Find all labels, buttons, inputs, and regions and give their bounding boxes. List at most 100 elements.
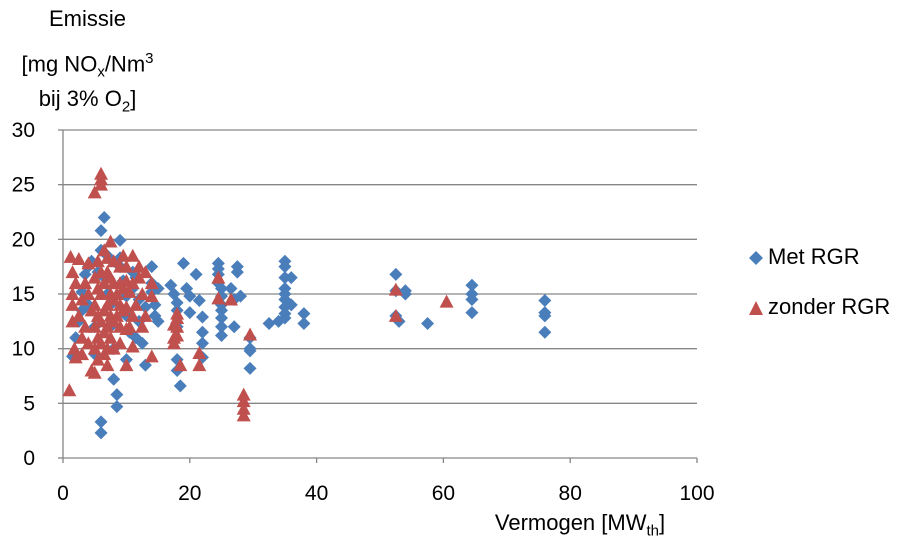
data-point-zonder-rgr-50 [103,234,118,248]
data-point-met-rgr-114 [465,306,479,320]
y-tick-label-0: 0 [23,447,35,470]
data-point-met-rgr-83 [230,265,244,279]
data-point-met-rgr-22 [110,388,124,402]
data-point-met-rgr-38 [145,260,159,274]
data-point-zonder-rgr-86 [138,265,153,279]
data-point-met-rgr-117 [538,309,552,323]
data-point-met-rgr-60 [183,289,197,303]
data-point-zonder-rgr-95 [170,319,185,333]
data-point-zonder-rgr-13 [75,347,90,361]
data-point-met-rgr-65 [195,325,209,339]
data-point-met-rgr-24 [113,233,127,247]
data-point-zonder-rgr-98 [173,358,188,372]
data-point-zonder-rgr-89 [144,289,159,303]
data-point-zonder-rgr-6 [67,341,82,355]
data-point-zonder-rgr-79 [125,308,140,322]
data-point-zonder-rgr-70 [119,259,134,273]
data-point-zonder-rgr-87 [138,308,153,322]
tick-labels: 0 5 10 15 20 25 30 0 20 40 60 80 100 [12,119,715,505]
data-point-met-rgr-81 [227,320,241,334]
data-point-met-rgr-61 [183,306,197,320]
data-point-zonder-rgr-9 [71,252,86,266]
data-point-zonder-rgr-15 [78,319,93,333]
data-point-zonder-rgr-107 [236,408,251,422]
data-point-met-rgr-79 [224,282,238,296]
data-point-met-rgr-101 [284,298,298,312]
data-point-zonder-rgr-67 [116,248,131,262]
data-point-zonder-rgr-111 [439,294,454,308]
series-zonder-rgr [62,166,454,422]
data-point-zonder-rgr-85 [135,319,150,333]
data-point-zonder-rgr-23 [87,297,102,311]
data-point-met-rgr-89 [262,317,276,331]
data-point-zonder-rgr-14 [78,276,93,290]
data-point-zonder-rgr-90 [144,349,159,363]
x-tick-label-40: 40 [305,482,328,505]
data-points [62,166,552,440]
series-met-rgr [66,210,552,440]
y-axis-label-line3: bij 3% O2] [38,86,137,116]
y-axis-label-line1: Emissie [48,6,126,31]
data-point-zonder-rgr-80 [125,339,140,353]
data-point-met-rgr-52 [170,296,184,310]
data-point-met-rgr-21 [107,372,121,386]
data-point-met-rgr-58 [176,256,190,270]
data-point-zonder-rgr-110 [388,308,403,322]
data-point-zonder-rgr-102 [211,270,226,284]
data-point-met-rgr-12 [94,224,108,238]
data-point-zonder-rgr-81 [128,297,143,311]
data-point-zonder-rgr-54 [103,330,118,344]
data-point-zonder-rgr-37 [94,314,109,328]
data-point-met-rgr-92 [278,260,292,274]
x-tick-label-0: 0 [57,482,69,505]
data-point-met-rgr-75 [215,303,228,317]
data-point-met-rgr-57 [173,379,187,393]
data-point-zonder-rgr-34 [94,166,109,180]
data-point-zonder-rgr-97 [170,306,185,320]
data-point-zonder-rgr-26 [87,365,102,379]
data-point-zonder-rgr-76 [122,319,137,333]
data-point-met-rgr-46 [94,426,108,440]
data-point-zonder-rgr-17 [81,287,96,300]
data-point-met-rgr-109 [398,287,412,301]
x-tick-label-80: 80 [559,482,582,505]
data-point-zonder-rgr-8 [68,276,83,290]
data-point-zonder-rgr-27 [90,254,105,268]
data-point-met-rgr-84 [234,289,248,303]
data-point-zonder-rgr-82 [132,259,147,273]
data-point-met-rgr-88 [243,361,257,375]
data-point-zonder-rgr-101 [211,291,226,305]
x-tick-label-20: 20 [178,482,201,505]
data-point-zonder-rgr-4 [65,297,80,311]
y-tick-label-10: 10 [12,338,35,361]
triangle-marker-icon [749,301,763,316]
data-point-zonder-rgr-7 [68,350,83,364]
data-point-met-rgr-100 [284,271,298,285]
data-point-zonder-rgr-49 [100,358,115,372]
data-point-met-rgr-102 [297,307,311,321]
data-point-met-rgr-77 [215,320,228,334]
data-point-met-rgr-115 [538,294,552,308]
data-point-zonder-rgr-108 [243,327,258,341]
x-tick-label-100: 100 [679,482,714,505]
data-point-zonder-rgr-105 [236,394,251,408]
data-point-met-rgr-23 [110,400,124,414]
data-point-met-rgr-104 [389,267,403,281]
data-point-zonder-rgr-12 [75,330,90,344]
data-point-met-rgr-64 [195,310,209,324]
data-point-zonder-rgr-1 [63,249,78,263]
data-point-met-rgr-99 [278,311,292,325]
y-tick-label-25: 25 [12,174,35,197]
data-point-zonder-rgr-100 [192,346,207,360]
axes [58,129,698,463]
legend-item-met-rgr: Met RGR [748,244,860,270]
data-point-met-rgr-14 [97,210,111,224]
data-point-met-rgr-63 [192,294,206,308]
data-point-met-rgr-87 [243,344,257,358]
data-point-zonder-rgr-74 [119,358,134,372]
data-point-zonder-rgr-33 [94,177,109,191]
data-point-zonder-rgr-18 [81,336,96,350]
data-point-zonder-rgr-38 [94,336,109,350]
data-point-zonder-rgr-109 [388,282,403,296]
